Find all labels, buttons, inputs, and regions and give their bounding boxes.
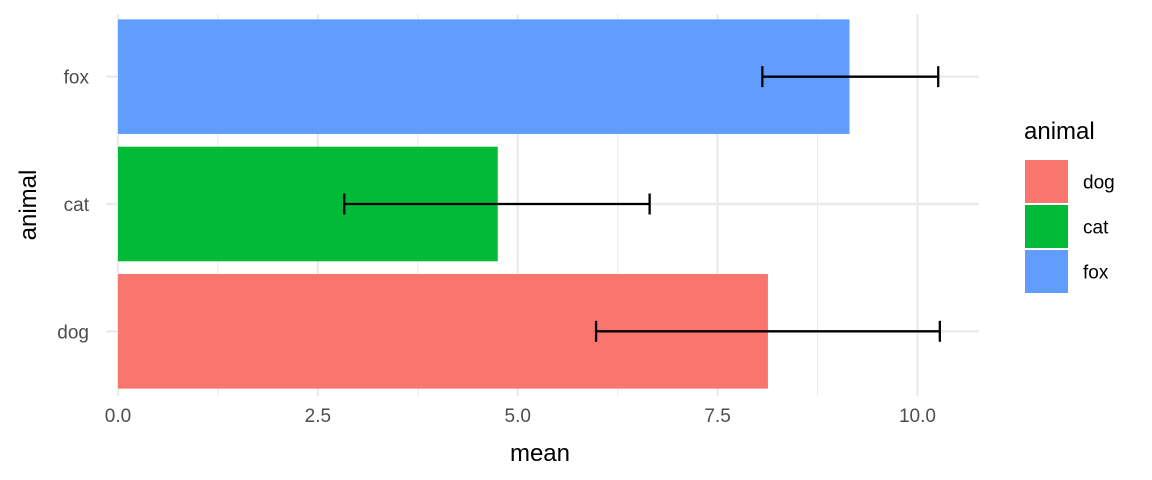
legend-title: animal: [1024, 118, 1095, 145]
legend-key-dog: [1025, 160, 1068, 203]
legend-item-cat: cat: [1025, 205, 1109, 248]
legend-label: cat: [1083, 218, 1109, 239]
y-tick-label: dog: [57, 322, 89, 343]
x-tick-label: 7.5: [704, 406, 730, 427]
y-tick-label: cat: [64, 195, 90, 216]
legend: animal dog cat fox: [1024, 118, 1115, 293]
x-tick-label: 2.5: [305, 406, 331, 427]
y-axis-title: animal: [15, 170, 42, 241]
x-tick-label: 0.0: [105, 406, 131, 427]
legend-label: dog: [1083, 173, 1115, 194]
legend-item-dog: dog: [1025, 160, 1115, 203]
x-tick-label: 5.0: [505, 406, 531, 427]
error-bars: [343, 66, 941, 342]
y-tick-label: fox: [64, 68, 90, 89]
legend-item-fox: fox: [1025, 250, 1109, 293]
x-tick-label: 10.0: [899, 406, 936, 427]
legend-label: fox: [1083, 263, 1109, 284]
errorbar-dog: [594, 320, 941, 342]
errorbar-fox: [761, 66, 940, 88]
legend-key-fox: [1025, 250, 1068, 293]
legend-key-cat: [1025, 205, 1068, 248]
y-axis-ticks: dog cat fox: [57, 68, 89, 344]
x-axis-title: mean: [510, 440, 570, 467]
errorbar-cat: [343, 193, 651, 215]
x-axis-ticks: 0.0 2.5 5.0 7.5 10.0: [105, 406, 936, 427]
bar-fox: [117, 19, 850, 134]
